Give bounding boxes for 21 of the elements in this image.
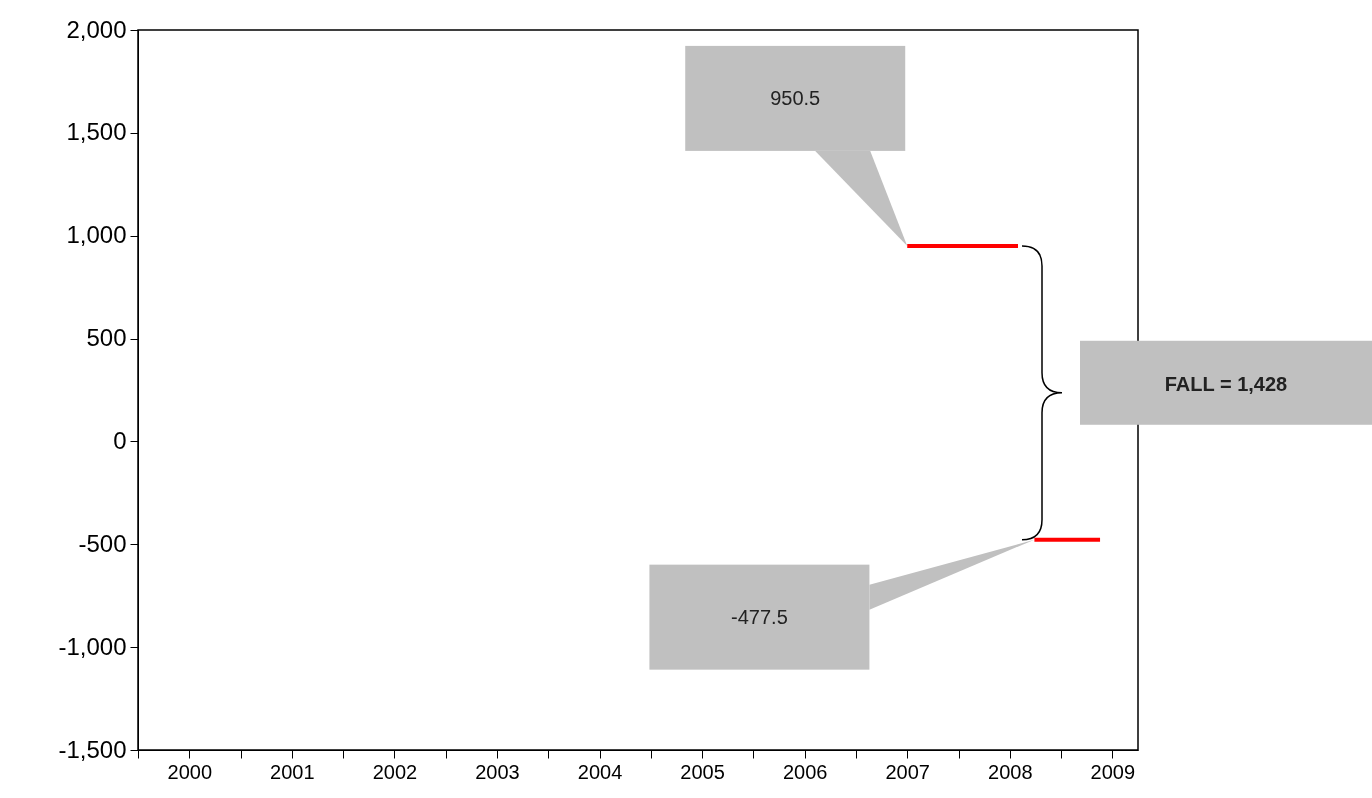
annotation: 950.5: [770, 87, 821, 110]
x-tick-label: 2004: [577, 760, 623, 783]
y-tick-label: -1,000: [58, 632, 127, 660]
text: FALL = 1,428: [1164, 372, 1288, 395]
y-tick-label: 0: [113, 426, 127, 454]
y-tick-label: 1,500: [66, 118, 127, 146]
y-tick-label: 1,000: [66, 221, 127, 249]
annotation: -477.5: [731, 606, 788, 629]
x-tick-label: 2000: [167, 760, 213, 783]
x-tick-label: 2005: [680, 760, 725, 783]
x-tick-label: 2001: [270, 760, 315, 783]
x-tick-label: 2007: [885, 760, 930, 783]
y-tick-label: -500: [78, 529, 127, 557]
x-tick-label: 2002: [372, 760, 418, 783]
y-tick-label: 500: [86, 324, 127, 352]
x-tick-label: 2008: [988, 760, 1033, 783]
x-tick-label: 2009: [1090, 760, 1136, 783]
y-tick-label: -1,500: [58, 735, 127, 763]
x-tick-label: 2006: [782, 760, 828, 783]
y-tick-label: 2,000: [66, 15, 127, 43]
x-tick-label: 2003: [475, 760, 520, 783]
